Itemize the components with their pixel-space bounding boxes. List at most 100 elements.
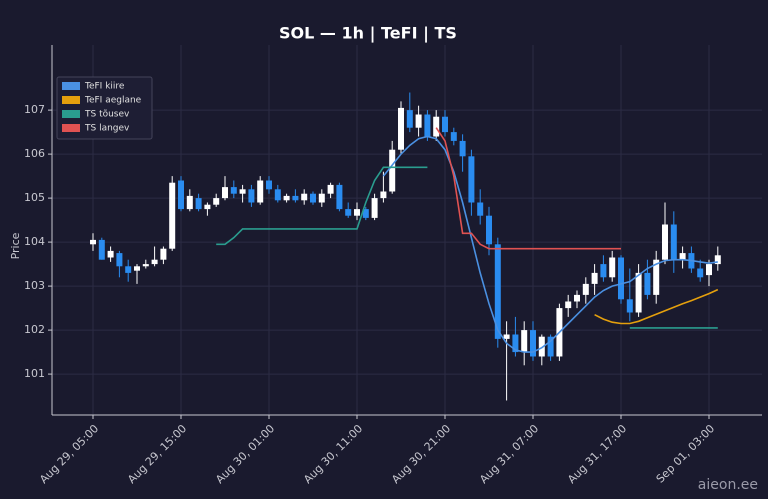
candle-body <box>98 239 105 260</box>
candle-body <box>310 193 316 203</box>
candle-body <box>697 268 704 278</box>
indicator-line <box>382 135 718 353</box>
candle-body <box>486 215 492 245</box>
candle-body <box>415 114 422 128</box>
candle-body <box>318 193 325 203</box>
x-tick-label: Aug 30, 21:00 <box>389 422 453 486</box>
legend-label: TeFI aeglane <box>84 96 142 106</box>
legend-swatch <box>62 110 80 118</box>
legend-label: TS langev <box>84 124 130 134</box>
candle-body <box>230 187 237 194</box>
candle-body <box>521 330 528 353</box>
candle-body <box>582 283 589 295</box>
candle-body <box>336 184 343 210</box>
y-tick-label: 102 <box>24 323 45 336</box>
x-tick-label: Aug 30, 11:00 <box>301 422 365 486</box>
candle-body <box>116 253 123 267</box>
candle-body <box>662 224 668 260</box>
candle-body <box>380 191 387 199</box>
candle-body <box>574 294 580 302</box>
candle-body <box>653 259 660 295</box>
candle-body <box>239 189 246 194</box>
y-tick-label: 107 <box>24 103 45 116</box>
candle-body <box>125 266 132 273</box>
candle-body <box>398 107 404 150</box>
candle-body <box>169 182 176 249</box>
candle-body <box>591 272 598 284</box>
candle-body <box>213 198 220 205</box>
y-tick-label: 101 <box>24 367 45 380</box>
candle-body <box>626 299 633 313</box>
candle-body <box>433 116 440 137</box>
candle-body <box>600 264 607 278</box>
plot-area <box>90 92 721 401</box>
legend-swatch <box>62 124 80 132</box>
legend-box <box>56 76 153 140</box>
candle-body <box>151 259 158 265</box>
candle-body <box>424 114 431 137</box>
candle-body <box>90 239 96 245</box>
candle-body <box>186 195 193 210</box>
candle-body <box>134 266 140 271</box>
legend-label: TS tõusev <box>84 110 130 120</box>
candle-body <box>477 202 484 216</box>
grid <box>48 45 762 419</box>
candle-body <box>503 334 510 339</box>
legend: TeFI kiire TeFI aeglane TS tõusev TS langev <box>56 76 153 140</box>
legend-swatch <box>62 82 80 90</box>
candle-body <box>389 149 396 192</box>
candle-body <box>714 255 721 265</box>
candle-body <box>679 253 686 260</box>
watermark: aieon.ee <box>698 477 758 493</box>
indicator-line <box>594 288 719 325</box>
candle-body <box>530 330 536 357</box>
candle-body <box>266 180 272 190</box>
candle-body <box>565 301 572 309</box>
y-axis-label: Price <box>9 232 22 259</box>
legend-label: TeFI kiire <box>84 82 125 92</box>
candle-body <box>362 209 369 218</box>
x-tick-label: Aug 31, 17:00 <box>565 422 629 486</box>
candle-body <box>609 257 616 278</box>
candle-body <box>257 180 264 203</box>
candle-body <box>195 198 202 210</box>
candle-body <box>222 187 228 199</box>
candle-body <box>670 224 677 260</box>
candle-body <box>494 244 501 339</box>
indicator-line <box>435 127 621 250</box>
candle-body <box>204 204 211 210</box>
x-tick-label: Aug 29, 15:00 <box>125 422 189 486</box>
y-tick-label: 103 <box>24 279 45 292</box>
x-tick-label: Aug 30, 01:00 <box>213 422 277 486</box>
candle-body <box>345 209 352 216</box>
y-tick-label: 106 <box>24 147 45 160</box>
candle-body <box>274 189 281 201</box>
candle-body <box>406 110 413 128</box>
chart-title: SOL — 1h | TeFI | TS <box>279 24 457 44</box>
candle-body <box>635 272 642 313</box>
indicator-line <box>216 166 718 329</box>
y-tick-label: 104 <box>24 235 45 248</box>
candle-body <box>468 156 475 203</box>
x-tick-label: Aug 29, 05:00 <box>37 422 101 486</box>
candle-body <box>160 248 167 260</box>
candle-body <box>547 336 554 357</box>
candle-body <box>442 116 448 133</box>
legend-swatch <box>62 96 80 104</box>
candle-body <box>459 140 466 157</box>
candle-body <box>292 195 299 201</box>
candle-body <box>142 264 149 267</box>
candle-body <box>512 334 519 353</box>
candle-body <box>538 336 545 357</box>
x-tick-label: Aug 31, 07:00 <box>477 422 541 486</box>
candle-body <box>644 272 651 295</box>
candle-body <box>371 198 378 218</box>
candle-body <box>178 180 184 210</box>
candle-body <box>283 195 290 201</box>
candle-body <box>618 257 624 300</box>
candle-body <box>248 189 255 203</box>
candle-body <box>301 193 308 201</box>
candle-body <box>107 250 114 258</box>
candle-body <box>354 209 360 216</box>
